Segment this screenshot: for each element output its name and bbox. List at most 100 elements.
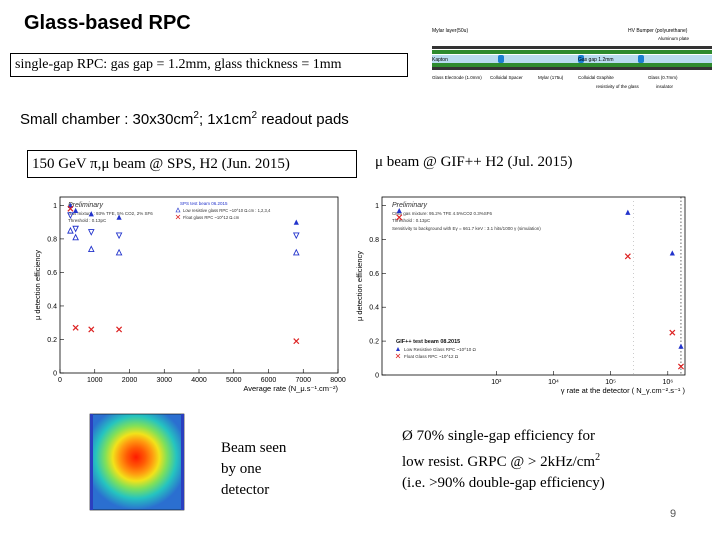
y-tick-label: 0.2 xyxy=(47,337,57,344)
data-point xyxy=(67,205,74,212)
legend-marker xyxy=(175,214,181,220)
y-axis-label: μ detection efficiency xyxy=(33,250,42,320)
data-point xyxy=(292,232,300,240)
beam-profile-heatmap xyxy=(89,413,185,511)
rpc-schematic: Mylar layer(50u) HV Bumper (polyurethane… xyxy=(432,28,712,89)
schematic-label: Gas gap 1.2mm xyxy=(578,57,614,63)
data-point xyxy=(625,209,631,215)
data-point xyxy=(396,207,402,214)
data-point xyxy=(115,232,123,240)
data-point xyxy=(396,214,403,221)
x-tick-label: 10⁶ xyxy=(662,379,673,386)
x-tick-label: 0 xyxy=(58,377,62,384)
plot-frame xyxy=(381,196,686,376)
data-point xyxy=(624,253,631,260)
x-tick-label: 10³ xyxy=(491,379,502,386)
y-tick-label: 0.8 xyxy=(369,237,379,244)
x-tick-label: 3000 xyxy=(156,377,172,384)
schematic-label: Glass (0.7mm) xyxy=(648,75,678,80)
legend-marker xyxy=(175,207,181,213)
chart-title: Preliminary xyxy=(68,202,104,209)
sps-beam-label: 150 GeV π,μ beam @ SPS, H2 (Jun. 2015) xyxy=(27,150,357,178)
y-tick-label: 0 xyxy=(53,371,57,378)
legend-entry: Low Resistive Glass RPC ~10^10 Ω xyxy=(404,347,477,352)
y-tick-label: 0.6 xyxy=(47,270,57,277)
x-tick-label: 10⁵ xyxy=(605,379,616,386)
x-tick-label: 6000 xyxy=(261,377,277,384)
data-point xyxy=(292,248,300,256)
legend-marker xyxy=(395,353,401,359)
spec-box: single-gap RPC: gas gap = 1.2mm, glass t… xyxy=(10,53,408,77)
chart-annotation: SPS test beam 06.2015 xyxy=(180,201,228,206)
data-point xyxy=(293,338,300,345)
data-point xyxy=(88,211,94,217)
schematic-label: Mylar (175u) xyxy=(538,75,564,80)
chamber-subtitle: Small chamber : 30x30cm2; 1x1cm2 readout… xyxy=(20,110,349,128)
x-tick-label: 8000 xyxy=(330,377,346,384)
schematic-label: Aluminum plate xyxy=(658,36,690,41)
data-point xyxy=(669,329,676,336)
chart-annotation: Gas mixture : 93% TFE, 5% CO2, 2% SF6 xyxy=(68,211,153,216)
x-tick-label: 5000 xyxy=(226,377,242,384)
data-point xyxy=(72,225,79,233)
bullet-arrow-icon: Ø xyxy=(402,428,413,444)
chart-title: Preliminary xyxy=(392,202,428,209)
y-tick-label: 0.4 xyxy=(369,305,379,312)
legend-marker xyxy=(396,347,400,351)
sps-efficiency-chart: 0 0.2 0.4 0.6 0.8 1 0 1000 2000 3000 4000 5000 6000 7… xyxy=(33,196,346,393)
x-axis-label: γ rate at the detector ( N_γ.cm⁻².s⁻¹ ) xyxy=(561,386,686,395)
data-point xyxy=(115,248,123,256)
data-point xyxy=(72,324,79,331)
data-point xyxy=(669,250,675,256)
chart-annotation: CMS gas mixture: 95.2% TFE 4.5%CO2 0.3%S… xyxy=(392,211,492,216)
x-axis-label: Average rate (N_μ.s⁻¹.cm⁻²) xyxy=(243,384,338,393)
heatmap-image xyxy=(90,414,184,510)
chart-annotation: Threshold : 0.13pC xyxy=(68,218,107,223)
schematic-label: resistivity of the glass xyxy=(596,84,640,89)
x-tick-label: 1000 xyxy=(87,377,103,384)
schematic-label: Mylar layer(50u) xyxy=(432,28,468,34)
schematic-label: Colloidal Spacer xyxy=(490,75,523,80)
data-point xyxy=(67,212,74,220)
y-tick-label: 0.4 xyxy=(47,303,57,310)
schematic-label: Glass Electrode (1.0mm) xyxy=(432,75,482,80)
legend-entry: Low resistive glass RPC ~10^10 Ω.cm : 1,… xyxy=(183,208,271,213)
beam-caption: Beam seen by one detector xyxy=(221,440,287,498)
y-tick-label: 0.2 xyxy=(369,339,379,346)
efficiency-bullet: Ø 70% single-gap efficiency for low resi… xyxy=(402,428,605,491)
x-tick-label: 10⁴ xyxy=(548,379,559,386)
data-point xyxy=(87,229,95,236)
data-point xyxy=(293,219,299,225)
x-tick-label: 4000 xyxy=(191,377,207,384)
y-tick-label: 0.8 xyxy=(47,236,57,243)
schematic-label: Kapton xyxy=(432,57,448,63)
data-point xyxy=(678,343,684,349)
schematic-label: HV Bumper (polyurethane) xyxy=(628,28,688,34)
data-point xyxy=(87,245,95,253)
data-point xyxy=(73,207,79,214)
page-number: 9 xyxy=(670,508,677,520)
y-tick-label: 0 xyxy=(375,373,379,380)
chart-annotation: Sensitivity to background with Eγ = 661.… xyxy=(392,226,541,231)
data-point xyxy=(88,326,95,333)
schematic-label: Colloidal Graphite xyxy=(578,75,614,80)
chart-annotation: Threshold : 0.13pC xyxy=(392,218,431,223)
chart-annotation: GIF++ test beam 08.2015 xyxy=(396,339,460,345)
gif-beam-label: μ beam @ GIF++ H2 (Jul. 2015) xyxy=(375,154,573,170)
y-axis-label: μ detection efficiency xyxy=(355,251,364,321)
data-point xyxy=(116,214,122,220)
legend-entry: Float glass RPC ~10^12 Ω.cm xyxy=(183,215,240,220)
legend-entry: Float Glass RPC ~10^12 Ω xyxy=(404,354,459,359)
y-tick-label: 0.6 xyxy=(369,271,379,278)
schematic-label: insulator xyxy=(656,84,674,89)
y-tick-label: 1 xyxy=(53,203,57,210)
data-point xyxy=(67,226,74,234)
data-point xyxy=(116,326,123,333)
slide-title: Glass-based RPC xyxy=(24,12,191,34)
x-tick-label: 7000 xyxy=(295,377,311,384)
y-tick-label: 1 xyxy=(375,203,379,210)
x-tick-label: 2000 xyxy=(122,377,138,384)
data-point xyxy=(72,233,79,241)
data-point xyxy=(677,363,684,370)
